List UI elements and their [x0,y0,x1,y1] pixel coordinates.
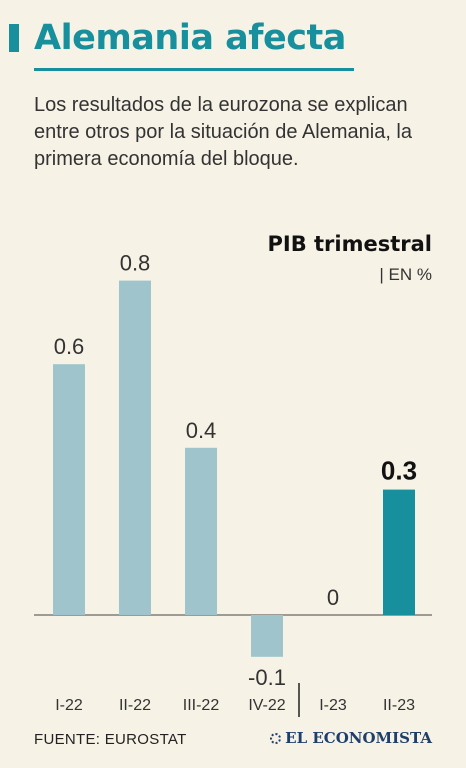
subtitle: Los resultados de la eurozona se explica… [34,94,412,170]
data-label-IV-22: -0.1 [248,665,286,690]
data-label-I-23: 0 [327,585,339,610]
brand-logo: EL ECONOMISTA [270,729,432,747]
tick-label-II-22: II-22 [119,697,151,714]
tick-label-I-22: I-22 [55,697,83,714]
data-label-III-22: 0.4 [186,418,217,443]
tick-label-III-22: III-22 [183,697,220,714]
source-note: FUENTE: EUROSTAT [34,731,187,748]
tick-label-I-23: I-23 [319,697,347,714]
chart-title: PIB trimestral [267,232,432,256]
data-label-I-22: 0.6 [54,334,85,359]
bar-I-22 [53,364,85,615]
brand-icon [270,732,282,744]
data-label-II-23: 0.3 [381,456,417,486]
data-label-II-22: 0.8 [120,251,151,276]
tick-label-IV-22: IV-22 [248,697,285,714]
title-underline [34,68,354,71]
tick-label-II-23: II-23 [383,697,415,714]
page-title: Alemania afecta [34,18,346,58]
bar-III-22 [185,447,217,615]
bar-II-23 [383,489,415,615]
bar-IV-22 [251,615,283,657]
bar-II-22 [119,280,151,615]
title-marker [9,24,19,52]
chart-unit: | EN % [379,265,432,284]
brand-name: EL ECONOMISTA [285,729,432,747]
title-row: Alemania afecta [0,18,466,78]
